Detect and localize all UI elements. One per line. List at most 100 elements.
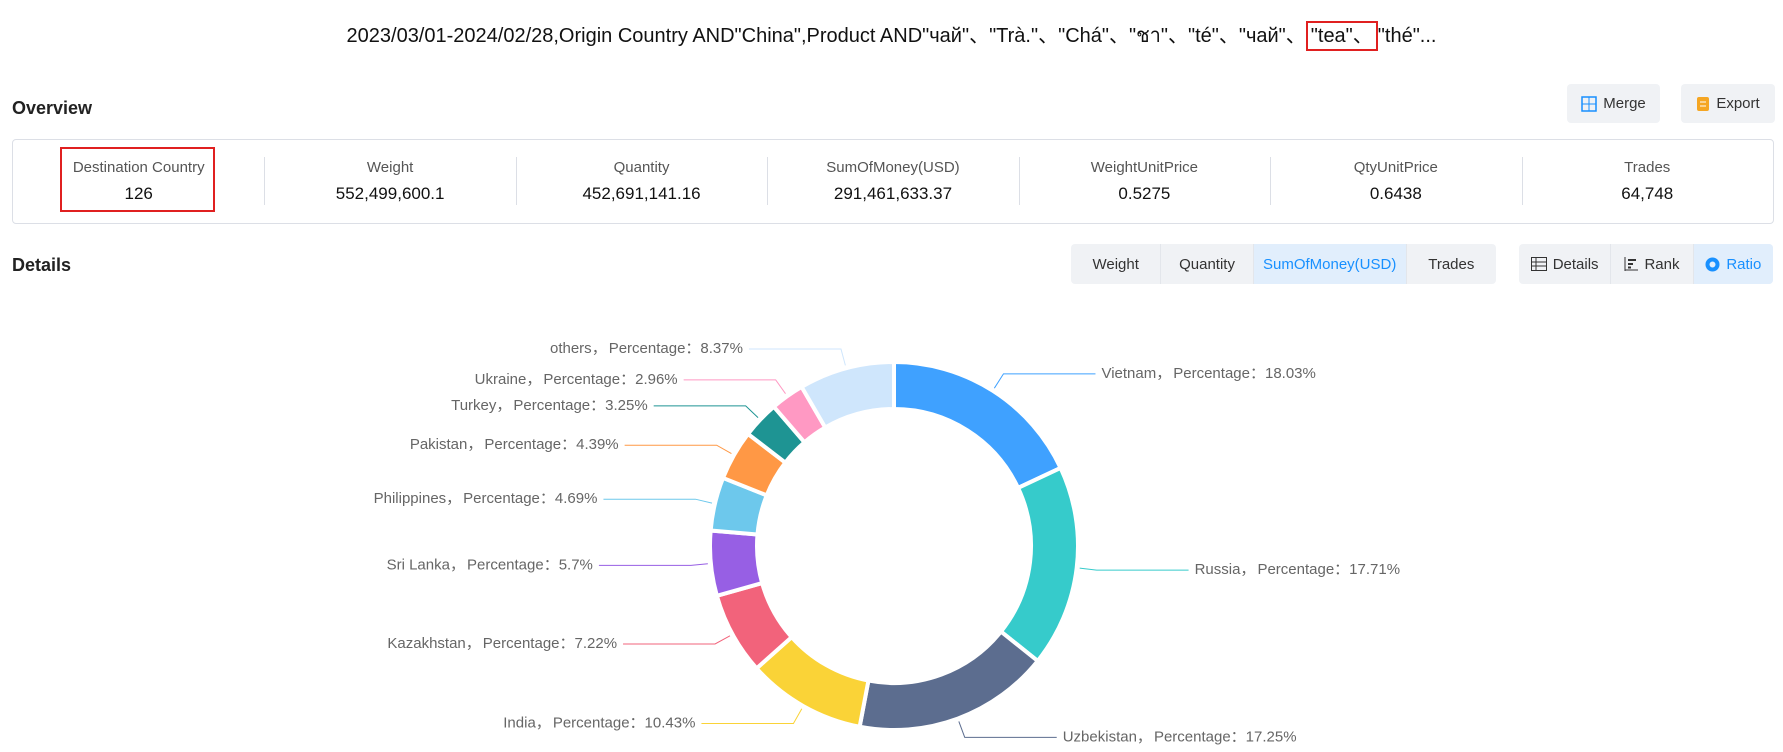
stat-label: Weight: [366, 159, 414, 176]
slice-value: Percentage：4.39%: [484, 436, 618, 453]
button-label: Merge: [1603, 95, 1646, 112]
tab-label: Rank: [1644, 255, 1680, 273]
slice-label: Sri Lanka， Percentage：5.7%: [387, 556, 593, 573]
pie-slice: [708, 528, 765, 599]
slice-label: Kazakhstan， Percentage：7.22%: [387, 635, 617, 652]
leader-line: [653, 405, 759, 418]
stat-value: 0.6438: [1369, 184, 1422, 203]
label-separator: ，: [592, 340, 607, 357]
merge-button[interactable]: Merge: [1567, 84, 1660, 123]
slice-label: Philippines， Percentage：4.69%: [374, 490, 598, 507]
label-separator: ，: [1240, 561, 1255, 578]
stat-label: Destination Country: [72, 159, 205, 176]
highlight-box: [60, 147, 215, 212]
stat: QtyUnitPrice 0.6438: [1270, 140, 1521, 223]
metric-tab[interactable]: SumOfMoney(USD): [1253, 244, 1407, 284]
leader-line: [958, 721, 1057, 738]
label-separator: ，: [467, 436, 482, 453]
details-heading: Details: [12, 255, 72, 275]
slice-label: Russia， Percentage：17.71%: [1195, 561, 1400, 578]
slice-label: others， Percentage：8.37%: [550, 340, 743, 357]
leader-line: [748, 348, 846, 366]
slice-value: Percentage：7.22%: [483, 635, 617, 652]
stat: SumOfMoney(USD) 291,461,633.37: [767, 140, 1018, 223]
stat-value: 552,499,600.1: [335, 184, 445, 203]
export-icon: [1697, 96, 1710, 111]
metric-tab[interactable]: Weight: [1071, 244, 1162, 284]
slice-label: India， Percentage：10.43%: [503, 714, 695, 731]
slice-category: Kazakhstan: [387, 635, 465, 652]
stat: Weight 552,499,600.1: [264, 140, 515, 223]
metric-tabs: Weight Quantity SumOfMoney(USD) Trades: [1071, 244, 1496, 284]
export-button[interactable]: Export: [1681, 84, 1775, 123]
stat: Destination Country 126: [13, 140, 264, 223]
stat-label: SumOfMoney(USD): [826, 159, 960, 176]
stat: WeightUnitPrice 0.5275: [1018, 140, 1270, 223]
pie-slice: [892, 359, 1064, 491]
tab-label: Ratio: [1726, 255, 1762, 273]
view-tab[interactable]: Ratio: [1693, 244, 1773, 284]
stat-label: Quantity: [613, 159, 670, 176]
slice-category: Uzbekistan: [1063, 728, 1137, 745]
slice-value: Percentage：8.37%: [609, 340, 743, 357]
leader-line: [683, 379, 786, 394]
view-tab[interactable]: Rank: [1611, 244, 1694, 284]
slice-category: Ukraine: [475, 371, 527, 388]
label-separator: ，: [450, 556, 465, 573]
leader-line: [993, 373, 1096, 389]
slice-value: Percentage：10.43%: [553, 714, 696, 731]
stat: Quantity 452,691,141.16: [515, 140, 767, 223]
slice-value: Percentage：17.71%: [1257, 561, 1400, 578]
slice-value: Percentage：3.25%: [513, 397, 647, 414]
overview-heading: Overview: [12, 98, 93, 118]
slice-value: Percentage：5.7%: [467, 556, 593, 573]
pie-slice: [857, 628, 1041, 732]
slice-category: Turkey: [451, 397, 497, 414]
leader-line: [624, 444, 732, 455]
leader-line: [598, 563, 708, 566]
query-title: 2023/03/01-2024/02/28,Origin Country AND…: [0, 18, 1783, 54]
slice-category: Pakistan: [410, 436, 468, 453]
pie-slice: [798, 359, 896, 431]
metric-tab[interactable]: Quantity: [1161, 244, 1254, 284]
ratio-icon: [1705, 257, 1720, 271]
view-tabs: Details Rank Ratio: [1519, 244, 1773, 284]
view-tab[interactable]: Details: [1519, 244, 1612, 284]
tab-label: Details: [1552, 255, 1599, 273]
merge-icon: [1581, 95, 1597, 112]
slice-category: Russia: [1195, 561, 1242, 578]
stat: Trades 64,748: [1521, 140, 1773, 223]
label-separator: ，: [496, 397, 511, 414]
stat-value: 0.5275: [1118, 184, 1171, 203]
title-text: "thé"...: [1377, 25, 1437, 47]
label-separator: ，: [446, 490, 461, 507]
stat-value: 126: [124, 184, 153, 203]
slice-label: Vietnam， Percentage：18.03%: [1101, 365, 1315, 382]
overview-card: Destination Country 126 Weight 552,499,600…: [12, 139, 1774, 224]
slice-value: Percentage：2.96%: [543, 371, 677, 388]
slice-value: Percentage：18.03%: [1173, 365, 1316, 382]
stat-label: QtyUnitPrice: [1353, 159, 1438, 176]
pie-slice: [998, 465, 1080, 664]
label-separator: ，: [1137, 728, 1152, 745]
stat-label: WeightUnitPrice: [1090, 159, 1199, 176]
leader-line: [603, 498, 713, 504]
slice-category: India: [503, 714, 536, 731]
slice-label: Turkey， Percentage：3.25%: [451, 397, 648, 414]
table-icon: [1530, 257, 1547, 271]
label-separator: ，: [466, 635, 481, 652]
slice-category: Philippines: [374, 490, 447, 507]
metric-tab[interactable]: Trades: [1428, 255, 1475, 273]
title-highlight: "tea"、: [1305, 21, 1378, 51]
rank-icon: [1624, 257, 1639, 271]
slice-label: Uzbekistan， Percentage：17.25%: [1063, 728, 1297, 745]
slice-label: Ukraine， Percentage：2.96%: [475, 371, 678, 388]
button-label: Export: [1716, 95, 1760, 112]
label-separator: ，: [536, 714, 551, 731]
slice-category: Vietnam: [1101, 365, 1156, 382]
stat-label: Trades: [1624, 159, 1671, 176]
stat-value: 291,461,633.37: [833, 184, 953, 203]
slice-category: Sri Lanka: [387, 556, 451, 573]
